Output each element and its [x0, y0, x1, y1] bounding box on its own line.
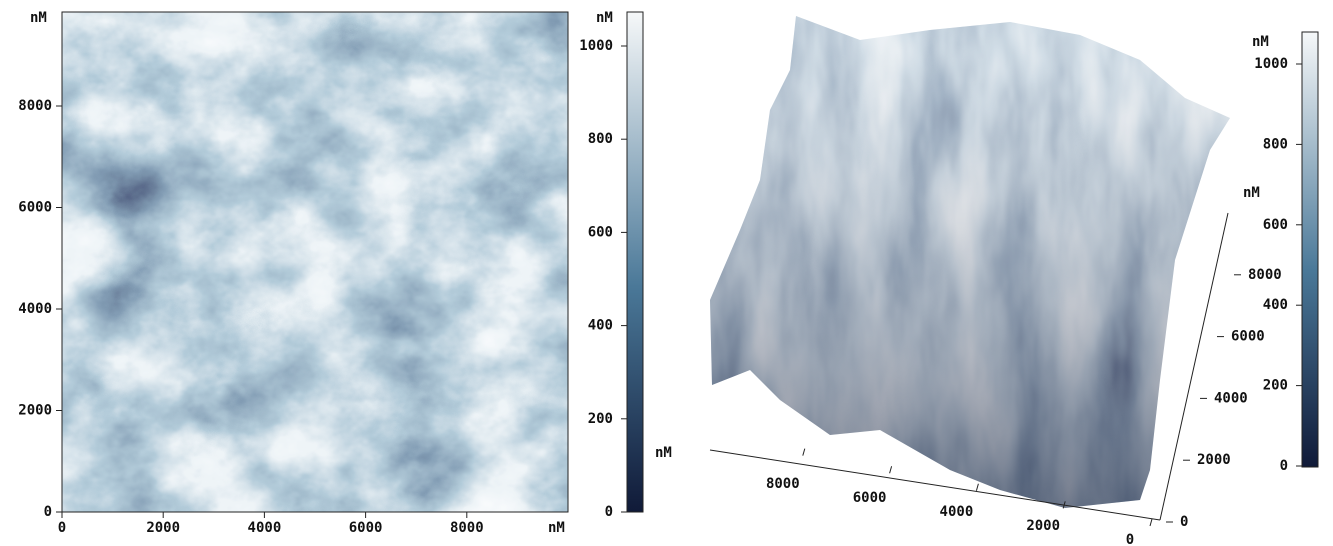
- y-tick-label: 4000: [1214, 390, 1248, 406]
- x-tick: [975, 483, 979, 491]
- colorbar-tick-label: 800: [588, 131, 613, 147]
- y-tick-label: 6000: [1231, 329, 1265, 345]
- x-tick: [1062, 501, 1066, 509]
- colorbar-tick-label: 600: [588, 224, 613, 240]
- y-tick-label: 4000: [18, 301, 52, 317]
- x-tick-label: 8000: [450, 520, 484, 536]
- map-x-unit: nM: [548, 520, 565, 536]
- colorbar-unit: nM: [596, 10, 613, 26]
- x-tick: [1149, 518, 1153, 527]
- colorbar-tick-label: 0: [605, 504, 613, 520]
- map-frame: [61, 11, 569, 513]
- y-tick-label: 8000: [1248, 267, 1282, 283]
- surface-3d: [710, 16, 1230, 508]
- x-tick: [802, 448, 806, 456]
- y-tick-label: 0: [44, 504, 52, 520]
- colorbar-tick-label: 0: [1280, 458, 1288, 474]
- x-tick-label: 8000: [766, 476, 800, 492]
- colorbar-tick-label: 1000: [579, 38, 613, 54]
- colorbar-tick-label: 400: [588, 318, 613, 334]
- y-tick-label: 0: [1180, 514, 1188, 530]
- colorbar-tick-label: 200: [1263, 378, 1288, 394]
- colorbar-unit: nM: [1252, 34, 1269, 50]
- y-tick-label: 6000: [18, 200, 52, 216]
- colorbar-tick-label: 200: [588, 411, 613, 427]
- y-axis-line: [1159, 212, 1229, 521]
- surface-y-unit: nM: [1243, 185, 1260, 201]
- y-tick-label: 2000: [1197, 452, 1231, 468]
- x-tick-label: 0: [1126, 532, 1134, 546]
- x-tick: [889, 466, 893, 474]
- colorbar-side-unit: nM: [655, 445, 672, 461]
- x-tick-label: 6000: [349, 520, 383, 536]
- x-tick-label: 4000: [940, 504, 974, 520]
- map-y-unit: nM: [30, 10, 47, 26]
- colorbar: [1301, 31, 1319, 468]
- colorbar-tick-label: 1000: [1254, 56, 1288, 72]
- colorbar-tick-label: 800: [1263, 136, 1288, 152]
- y-tick-label: 8000: [18, 98, 52, 114]
- x-tick-label: 0: [58, 520, 66, 536]
- x-axis-line: [709, 449, 1161, 521]
- colorbar-tick-label: 600: [1263, 217, 1288, 233]
- y-tick-label: 2000: [18, 403, 52, 419]
- x-tick-label: 2000: [1026, 518, 1060, 534]
- x-tick-label: 2000: [146, 520, 180, 536]
- colorbar-tick-label: 400: [1263, 297, 1288, 313]
- height-map: [62, 12, 568, 512]
- x-tick-label: 6000: [853, 490, 887, 506]
- x-tick-label: 4000: [248, 520, 282, 536]
- colorbar: [626, 11, 644, 513]
